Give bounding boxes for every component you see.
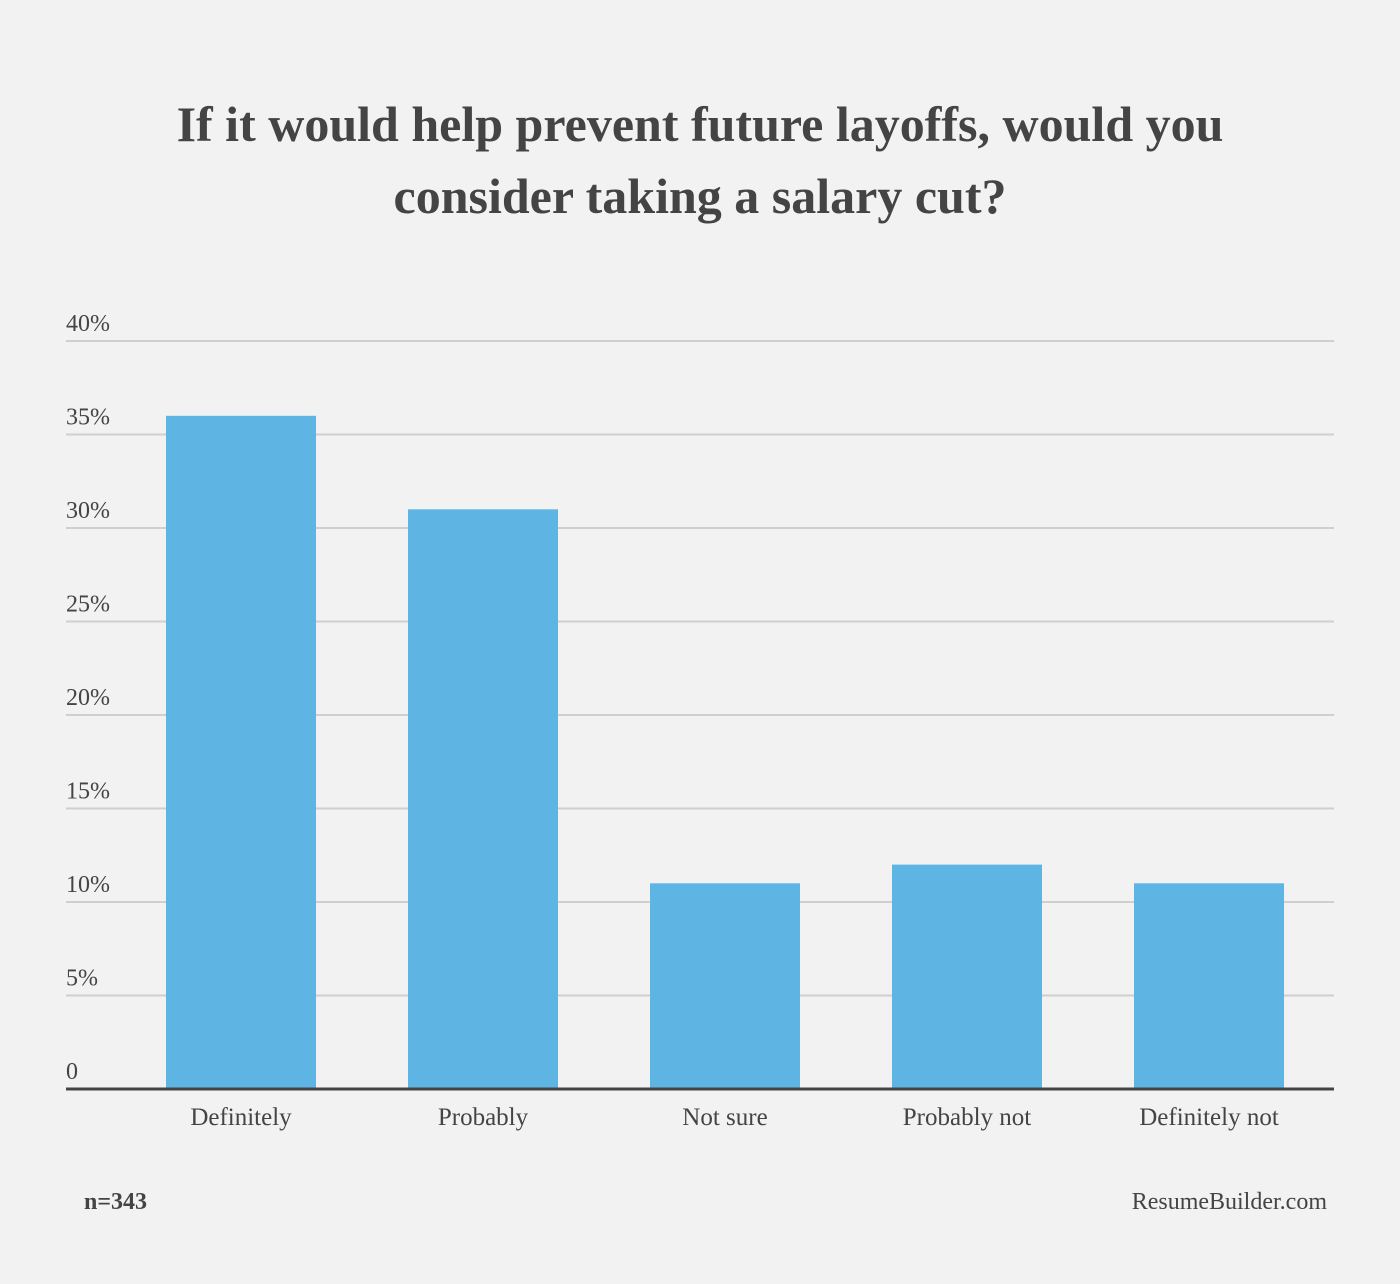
x-tick-label: Probably [438,1104,529,1131]
source: ResumeBuilder.com [1132,1189,1328,1215]
bar [408,509,558,1089]
bar [1134,883,1284,1089]
y-tick-label: 15% [66,779,110,805]
y-tick-label: 35% [66,405,110,431]
y-tick-label: 25% [66,592,110,618]
x-tick-label: Definitely [190,1104,292,1131]
y-tick-label: 10% [66,872,110,898]
y-tick-label: 5% [66,966,98,992]
x-tick-label: Definitely not [1139,1104,1279,1131]
y-tick-label: 0 [66,1059,78,1085]
y-tick-label: 40% [66,311,110,337]
y-tick-label: 30% [66,498,110,524]
bar [650,883,800,1089]
bar [892,864,1042,1089]
x-tick-label: Probably not [903,1104,1032,1131]
y-tick-label: 20% [66,685,110,711]
bar [166,415,316,1089]
x-tick-label: Not sure [682,1104,767,1131]
chart-title: If it would help prevent future layoffs,… [176,96,1224,224]
sample-note: n=343 [84,1189,147,1215]
